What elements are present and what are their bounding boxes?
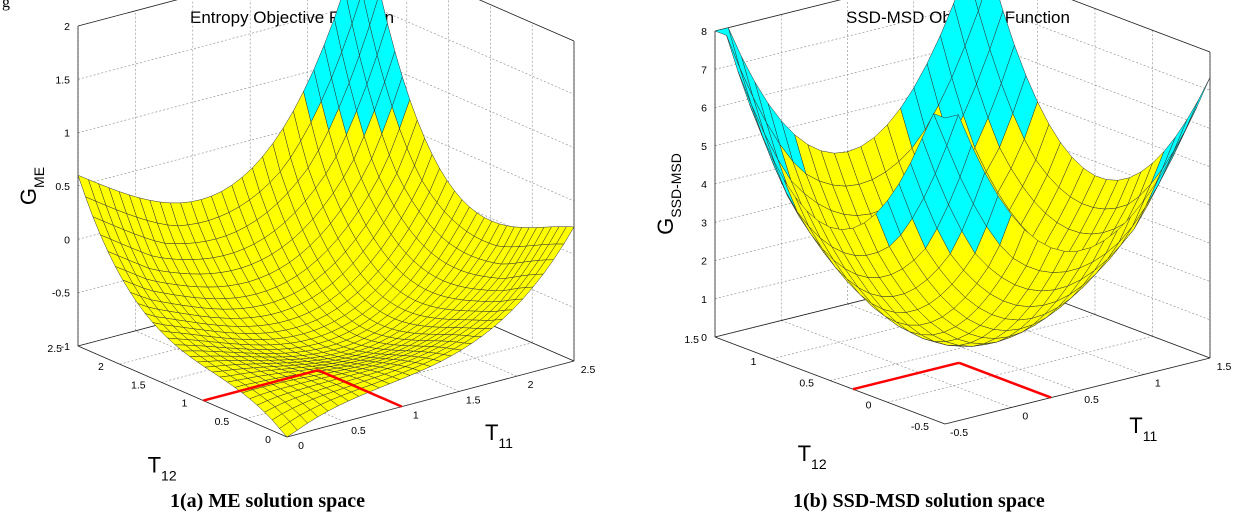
axis-edge (77, 0, 178, 27)
constraint-line (317, 369, 403, 408)
z-tick-label: 4 (701, 179, 707, 191)
surface-plot-ssd-msd: -0.500.511.5-0.500.511.5 012345678T11T12G… (653, 0, 1231, 472)
z-tick-label: 0 (701, 332, 707, 344)
y-axis-label: T12 (148, 452, 177, 483)
z-tick-label: -0.5 (52, 288, 70, 300)
grid-line (781, 320, 1012, 408)
y-tick-label: 0 (265, 434, 271, 446)
z-tick-label: 6 (701, 103, 707, 115)
z-tick-label: 1 (64, 128, 70, 140)
chart-ssd-msd: SSD-MSD Objective Function -0.500.511.5-… (620, 0, 1239, 518)
x-tick-label: 0.5 (351, 425, 366, 437)
axis-edge (77, 345, 288, 438)
z-tick-label: 0 (64, 234, 70, 246)
z-tick-label: 0.5 (55, 181, 70, 193)
z-tick-label: 8 (701, 26, 707, 38)
surface-plot-entropy: 00.511.522.500.511.522.5-1-0.500.511.52T… (16, 0, 595, 483)
grid-line (847, 303, 1078, 392)
x-tick-label: -0.5 (950, 427, 968, 439)
chart-caption: 1(a) ME solution space (170, 490, 365, 512)
axis-edge (714, 0, 842, 32)
tick-labels: 00.511.522.500.511.522.5-1-0.500.511.52 (47, 21, 595, 452)
z-tick-label: 2 (701, 256, 707, 268)
y-tick-label: 0 (866, 399, 872, 411)
grid-line (829, 314, 1096, 381)
constraint-line (852, 361, 960, 391)
y-tick-label: 1.5 (131, 379, 146, 391)
surface-patch (1150, 136, 1176, 185)
axis-edge (714, 336, 946, 425)
y-tick-label: -0.5 (911, 421, 929, 433)
x-tick-label: 0 (1022, 411, 1028, 423)
y-tick-label: 0.5 (215, 416, 230, 428)
x-tick-label: 0.5 (1084, 394, 1099, 406)
z-axis-label: GSSD-MSD (653, 153, 684, 235)
z-tick-label: 1.5 (55, 74, 70, 86)
surface-mesh (714, 0, 1211, 347)
chart-entropy: Entropy Objective Function 0 0.5 1 1.5 2 2.5 0… (16, 0, 595, 512)
x-tick-label: 2 (528, 379, 534, 391)
surface-patch (1173, 99, 1199, 152)
z-tick-label: 5 (701, 141, 707, 153)
z-tick-label: -1 (61, 341, 70, 353)
y-tick-label: 0.5 (799, 378, 814, 390)
constraint-line (958, 361, 1052, 399)
x-tick-label: 1 (413, 410, 419, 422)
x-tick-label: 1.5 (466, 394, 481, 406)
z-tick-label: 3 (701, 217, 707, 229)
y-axis-label: T12 (798, 441, 827, 472)
z-tick-label: 1 (701, 294, 707, 306)
axis-edge (944, 357, 1211, 425)
chart-caption: 1(b) SSD-MSD solution space (793, 490, 1045, 512)
y-tick-label: 1 (751, 356, 757, 368)
x-tick-label: 0 (298, 440, 304, 452)
x-tick-label: 2.5 (581, 364, 596, 376)
surface-patch (728, 27, 754, 98)
y-tick-label: 2 (98, 361, 104, 373)
z-tick-label: 2 (64, 21, 70, 33)
x-axis-label: T11 (1129, 413, 1157, 444)
surface-patch (1162, 119, 1188, 170)
x-tick-label: 1 (1155, 378, 1161, 390)
constraint-line (203, 368, 319, 402)
surface-patch (975, 0, 983, 12)
axis-edge (286, 360, 575, 438)
x-axis-label: T11 (485, 420, 513, 451)
z-axis-label: GME (16, 167, 47, 205)
z-tick-label: 7 (701, 64, 707, 76)
surface-patch (279, 421, 298, 438)
y-tick-label: 2.5 (47, 343, 62, 355)
surface-mesh (77, 0, 575, 438)
x-tick-label: 1.5 (1217, 361, 1232, 373)
grid-line (887, 335, 1153, 403)
y-tick-label: 1 (182, 398, 188, 410)
axis-edge (1071, 0, 1211, 53)
surface-patch (933, 113, 959, 147)
figure-letter: g (2, 0, 10, 11)
axis-edge (478, 0, 575, 42)
y-tick-label: 1.5 (684, 334, 699, 346)
